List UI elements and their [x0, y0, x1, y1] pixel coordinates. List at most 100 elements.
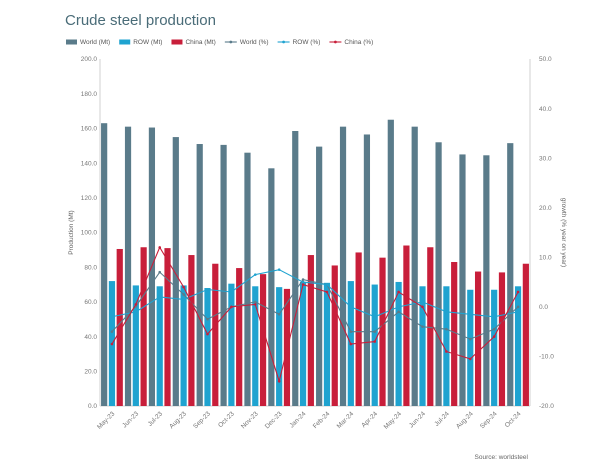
x-tick-label: Jan-24 [288, 410, 307, 429]
x-tick-label: Sep-24 [479, 410, 499, 430]
point-china-growth [230, 305, 233, 309]
point-world-growth [373, 330, 377, 333]
x-tick-label: Apr-24 [360, 410, 379, 429]
point-world-growth [516, 305, 520, 309]
x-tick-label: Jul-24 [433, 410, 451, 428]
point-world-growth [468, 337, 472, 341]
bar-world [339, 126, 347, 406]
legend-item: China (%) [329, 39, 373, 46]
point-world-growth [421, 325, 424, 328]
y2-tick-label: 20.0 [539, 205, 552, 212]
bar-row [252, 286, 259, 406]
bar-row [156, 286, 163, 406]
chart-title: Crude steel production [65, 12, 216, 29]
y-tick-label: 180.0 [81, 91, 98, 98]
bar-world [268, 168, 275, 406]
legend-item: ROW (%) [277, 39, 320, 46]
bar-china [427, 247, 434, 406]
point-row-growth [301, 280, 305, 284]
bar-china [451, 261, 458, 406]
x-tick-label: Jul-23 [147, 410, 165, 428]
bar-china [116, 248, 123, 406]
point-row-growth [397, 305, 400, 309]
bar-china [188, 255, 195, 406]
bar-world [411, 126, 418, 406]
y-tick-label: 200.0 [81, 56, 98, 63]
point-china-growth [182, 285, 185, 289]
bar-china [498, 272, 506, 406]
bar-row [419, 286, 426, 406]
point-row-growth [373, 315, 377, 319]
bar-row [299, 281, 307, 406]
point-row-growth [445, 310, 448, 314]
y2-tick-label: 30.0 [539, 155, 552, 162]
legend-marker [229, 40, 233, 44]
point-china-growth [325, 290, 329, 294]
x-tick-label: Aug-24 [455, 410, 475, 430]
point-world-growth [206, 317, 209, 321]
point-row-growth [134, 310, 138, 314]
bar-china [522, 263, 529, 406]
point-row-growth [325, 283, 329, 286]
bar-row [228, 283, 235, 406]
point-row-growth [516, 310, 520, 314]
x-tick-label: May-24 [383, 410, 404, 431]
point-row-growth [158, 295, 162, 299]
bar-world [435, 142, 442, 406]
x-tick-label: Aug-23 [168, 410, 188, 430]
legend-marker [334, 40, 337, 44]
x-tick-label: Oct-23 [217, 410, 236, 429]
x-tick-label: Jun-24 [408, 410, 427, 429]
line-row-growth [111, 269, 519, 318]
point-china-growth [421, 305, 424, 309]
bar-row [180, 285, 187, 406]
legend-swatch [171, 39, 183, 45]
bar-world [316, 146, 323, 406]
legend-label: World (%) [240, 39, 269, 46]
bar-china [474, 271, 482, 406]
x-tick-label: Oct-24 [504, 410, 523, 429]
bar-row [467, 289, 474, 406]
bar-world [387, 119, 394, 406]
bar-row [276, 287, 283, 406]
line-china-growth [111, 246, 519, 384]
bar-china [164, 248, 171, 406]
point-row-growth [253, 273, 257, 276]
point-china-growth [397, 290, 400, 294]
legend-label: China (Mt) [185, 39, 215, 46]
bar-series-group [101, 119, 529, 406]
y-tick-label: 20.0 [84, 369, 97, 376]
point-china-growth [468, 357, 472, 361]
legend-swatch [66, 39, 77, 45]
point-row-growth [206, 288, 209, 291]
point-row-growth [110, 315, 114, 319]
point-china-growth [301, 283, 305, 286]
x-tick-label: Mar-24 [336, 410, 356, 430]
bar-row [514, 286, 522, 406]
x-tick-labels: May-23 Jun-23 Jul-23 Aug-23 Sep-23 Oct-23 Nov-… [96, 410, 523, 431]
bar-row [204, 288, 211, 406]
chart-legend: World (Mt) ROW (Mt) China (Mt) World (%) ROW… [66, 39, 373, 46]
line-world-growth [111, 271, 519, 340]
bar-world [292, 131, 299, 406]
legend-label: World (Mt) [80, 39, 110, 46]
bar-row [132, 285, 139, 406]
bar-row [323, 282, 331, 406]
x-tick-label: Feb-24 [312, 410, 332, 430]
point-row-growth [230, 290, 233, 294]
point-china-growth [110, 342, 114, 346]
y-tick-label: 40.0 [84, 334, 97, 341]
y2-tick-label: 0.0 [539, 304, 548, 311]
point-china-growth [373, 340, 377, 343]
legend-item: World (%) [224, 39, 269, 46]
y2-tick-label: -20.0 [539, 403, 554, 410]
point-row-growth [349, 305, 353, 309]
bar-row [491, 289, 498, 406]
bar-world [459, 154, 466, 406]
point-world-growth [110, 330, 114, 333]
point-row-growth [492, 315, 496, 319]
point-row-growth [277, 268, 281, 271]
bar-world [124, 126, 132, 406]
point-world-growth [445, 327, 448, 331]
line-series-group [110, 246, 520, 384]
